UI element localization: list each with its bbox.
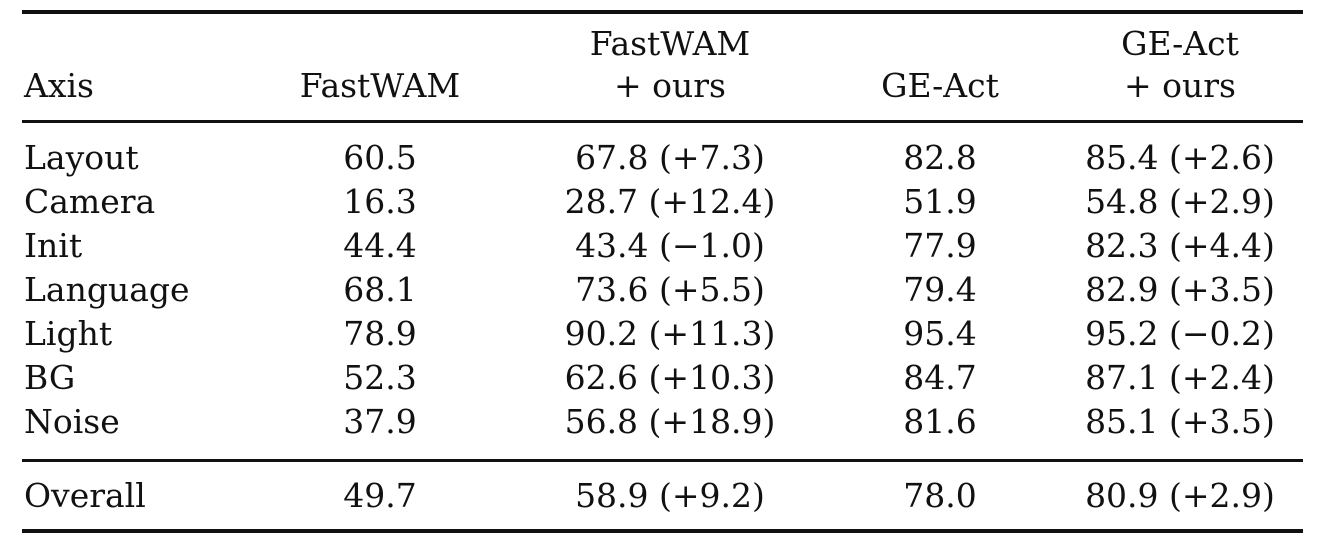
row-geact: 82.8	[903, 138, 977, 177]
row-fastwam: 52.3	[343, 358, 417, 397]
row-geact: 51.9	[903, 182, 977, 221]
row-axis: Camera	[24, 182, 156, 221]
row-fastwam: 37.9	[343, 402, 417, 441]
row-geact: 84.7	[903, 358, 977, 397]
header-fastwam: FastWAM	[299, 66, 461, 105]
header-fastwam-ours-line2: + ours	[614, 66, 726, 105]
row-geact-ours: 85.4 (+2.6)	[1085, 138, 1275, 177]
row-fastwam-ours: 90.2 (+11.3)	[564, 314, 776, 353]
row-axis: Layout	[24, 138, 139, 177]
row-fastwam-ours: 73.6 (+5.5)	[575, 270, 765, 309]
row-fastwam-ours: 62.6 (+10.3)	[564, 358, 776, 397]
overall-geact-ours: 80.9 (+2.9)	[1085, 476, 1275, 515]
row-fastwam: 60.5	[343, 138, 417, 177]
row-axis: Light	[24, 314, 113, 353]
row-geact-ours: 82.9 (+3.5)	[1085, 270, 1275, 309]
row-geact-ours: 54.8 (+2.9)	[1085, 182, 1275, 221]
overall-axis: Overall	[24, 476, 146, 515]
row-fastwam-ours: 56.8 (+18.9)	[564, 402, 776, 441]
row-fastwam-ours: 28.7 (+12.4)	[564, 182, 776, 221]
row-geact: 81.6	[903, 402, 977, 441]
overall-geact: 78.0	[903, 476, 977, 515]
row-geact: 77.9	[903, 226, 977, 265]
row-axis: Noise	[24, 402, 120, 441]
header-geact: GE-Act	[881, 66, 999, 105]
header-geact-ours-line2: + ours	[1124, 66, 1236, 105]
row-geact-ours: 87.1 (+2.4)	[1085, 358, 1275, 397]
row-axis: Language	[24, 270, 190, 309]
header-axis: Axis	[24, 66, 94, 105]
header-geact-ours-line1: GE-Act	[1121, 24, 1239, 63]
header-rule	[22, 120, 1303, 123]
row-fastwam: 44.4	[343, 226, 417, 265]
row-fastwam: 78.9	[343, 314, 417, 353]
row-fastwam: 68.1	[343, 270, 417, 309]
overall-fastwam-ours: 58.9 (+9.2)	[575, 476, 765, 515]
row-geact-ours: 82.3 (+4.4)	[1085, 226, 1275, 265]
bottom-rule	[22, 529, 1303, 533]
row-axis: Init	[24, 226, 83, 265]
row-axis: BG	[24, 358, 76, 397]
row-geact: 79.4	[903, 270, 977, 309]
row-geact: 95.4	[903, 314, 977, 353]
overall-rule	[22, 459, 1303, 462]
row-geact-ours: 95.2 (−0.2)	[1085, 314, 1275, 353]
header-fastwam-ours-line1: FastWAM	[589, 24, 751, 63]
top-rule	[22, 10, 1303, 14]
row-fastwam-ours: 43.4 (−1.0)	[575, 226, 765, 265]
row-fastwam-ours: 67.8 (+7.3)	[575, 138, 765, 177]
row-fastwam: 16.3	[343, 182, 417, 221]
overall-fastwam: 49.7	[343, 476, 417, 515]
row-geact-ours: 85.1 (+3.5)	[1085, 402, 1275, 441]
